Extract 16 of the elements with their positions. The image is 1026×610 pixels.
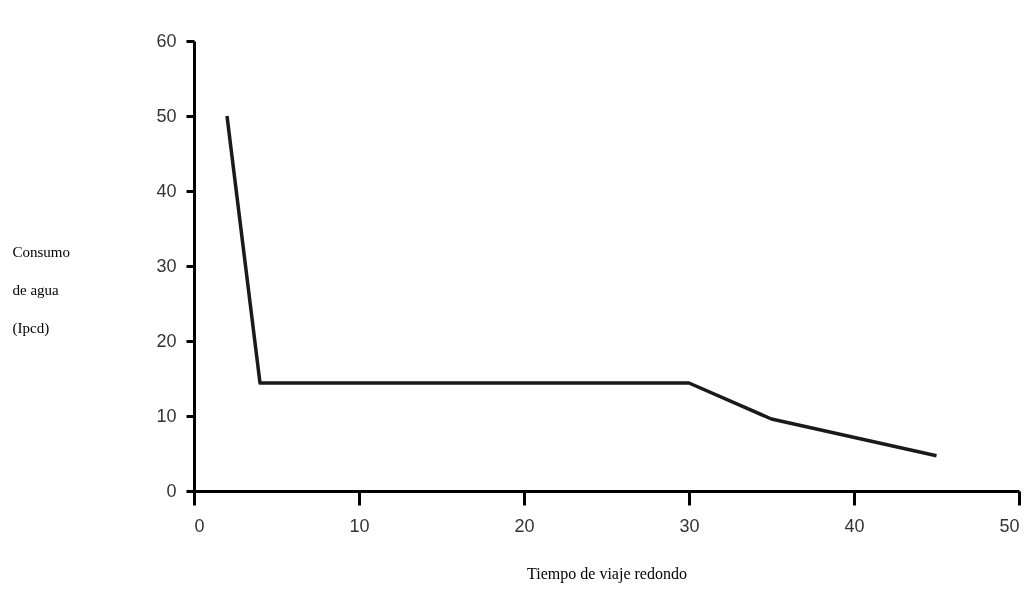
x-tick-label: 20 bbox=[514, 515, 535, 536]
y-tick-label: 60 bbox=[156, 30, 177, 51]
y-tick-label: 0 bbox=[166, 480, 177, 501]
x-axis-title: Tiempo de viaje redondo bbox=[527, 564, 687, 583]
x-tick-label: 30 bbox=[679, 515, 700, 536]
y-tick-label: 20 bbox=[156, 330, 177, 351]
y-tick-label: 50 bbox=[156, 105, 177, 126]
x-tick-label: 40 bbox=[844, 515, 865, 536]
y-tick-label: 10 bbox=[156, 405, 177, 426]
line-series bbox=[225, 114, 939, 458]
text: Consumo de agua (Ipcd) bbox=[12, 243, 71, 336]
y-tick-label: 30 bbox=[156, 255, 177, 276]
x-tick-label: 10 bbox=[349, 515, 370, 536]
x-tick-label: 0 bbox=[194, 515, 205, 536]
x-tick-label: 50 bbox=[999, 515, 1020, 536]
y-tick-label: 40 bbox=[156, 180, 177, 201]
